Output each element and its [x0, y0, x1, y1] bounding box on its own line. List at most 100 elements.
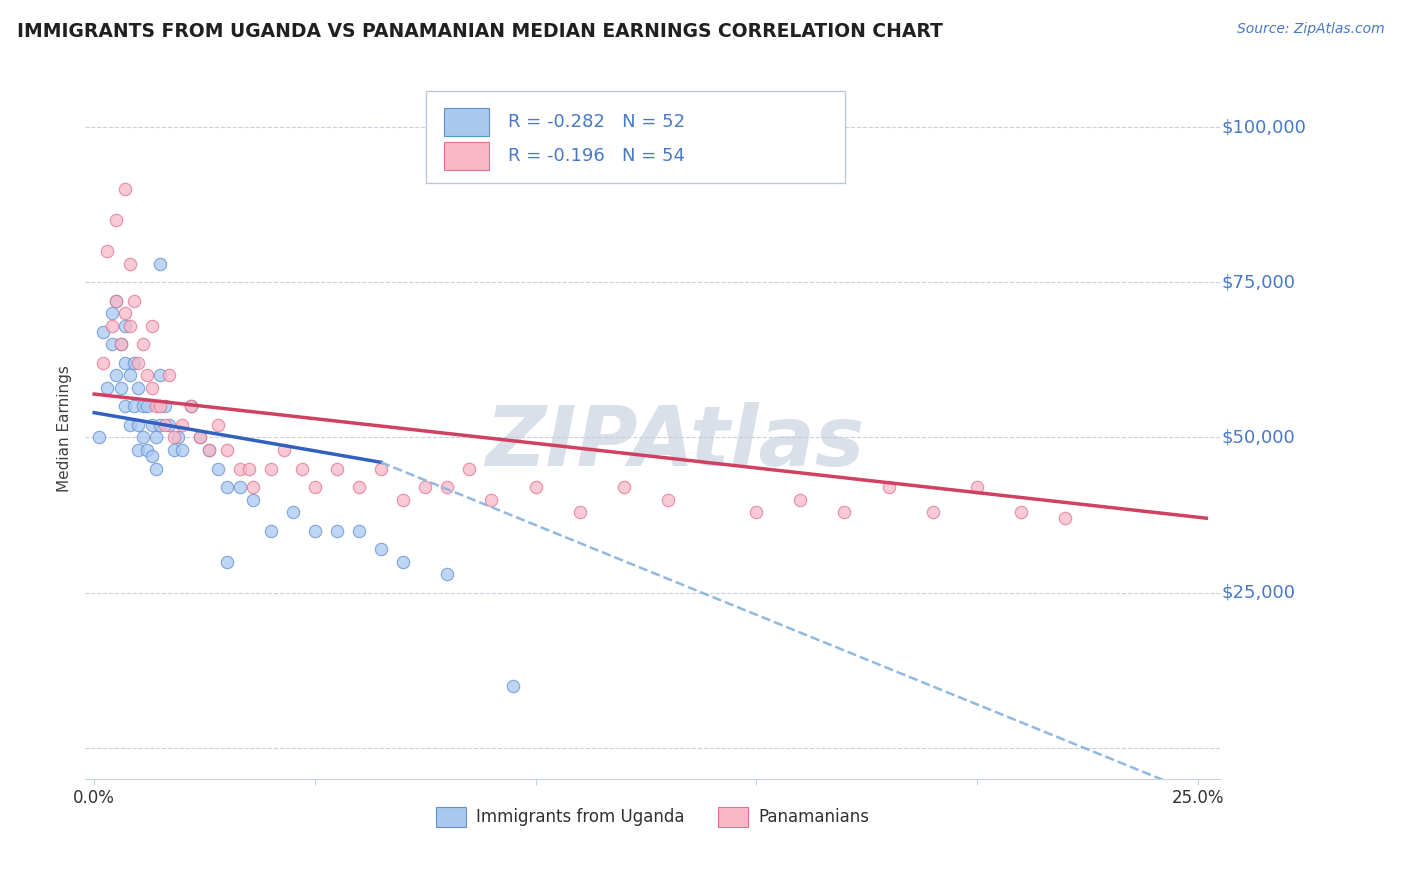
Point: [436, 567, 458, 582]
Point: [114, 182, 136, 196]
Point: [1054, 511, 1077, 525]
Point: [153, 400, 176, 414]
Point: [136, 400, 159, 414]
Point: [436, 480, 458, 494]
FancyBboxPatch shape: [426, 92, 845, 183]
Point: [114, 400, 136, 414]
Y-axis label: Median Earnings: Median Earnings: [58, 365, 72, 491]
Point: [238, 461, 260, 475]
Point: [87, 430, 110, 444]
Point: [613, 480, 636, 494]
Point: [91, 325, 114, 339]
Point: [114, 306, 136, 320]
Point: [149, 257, 172, 271]
Point: [215, 442, 238, 457]
Point: [149, 400, 172, 414]
Text: $25,000: $25,000: [1222, 583, 1296, 602]
Point: [127, 442, 149, 457]
Point: [162, 430, 184, 444]
Point: [347, 524, 370, 538]
Point: [370, 461, 392, 475]
Text: IMMIGRANTS FROM UGANDA VS PANAMANIAN MEDIAN EARNINGS CORRELATION CHART: IMMIGRANTS FROM UGANDA VS PANAMANIAN MED…: [17, 22, 943, 41]
Point: [136, 442, 159, 457]
Point: [479, 492, 502, 507]
Point: [110, 381, 132, 395]
Point: [242, 492, 264, 507]
Text: R = -0.282   N = 52: R = -0.282 N = 52: [509, 113, 686, 131]
Point: [413, 480, 436, 494]
Point: [132, 400, 155, 414]
Point: [145, 400, 167, 414]
Point: [101, 306, 124, 320]
Point: [188, 430, 211, 444]
Point: [127, 418, 149, 433]
Point: [162, 442, 184, 457]
Point: [524, 480, 547, 494]
Point: [136, 368, 159, 383]
Point: [96, 381, 118, 395]
Point: [145, 430, 167, 444]
Point: [657, 492, 679, 507]
Point: [326, 524, 349, 538]
FancyBboxPatch shape: [444, 108, 489, 136]
Point: [921, 505, 943, 519]
Point: [207, 418, 229, 433]
FancyBboxPatch shape: [444, 142, 489, 169]
Point: [392, 492, 415, 507]
Point: [291, 461, 314, 475]
Point: [141, 318, 163, 333]
Point: [789, 492, 811, 507]
Point: [105, 293, 128, 308]
Point: [180, 400, 202, 414]
Point: [172, 418, 194, 433]
Point: [242, 480, 264, 494]
Point: [304, 524, 326, 538]
Point: [149, 368, 172, 383]
Text: $75,000: $75,000: [1222, 273, 1296, 292]
Point: [141, 449, 163, 463]
Point: [215, 555, 238, 569]
Text: R = -0.196   N = 54: R = -0.196 N = 54: [509, 146, 686, 165]
Point: [96, 244, 118, 259]
Point: [127, 381, 149, 395]
Point: [91, 356, 114, 370]
Legend: Immigrants from Uganda, Panamanians: Immigrants from Uganda, Panamanians: [429, 800, 876, 834]
Point: [157, 368, 180, 383]
Text: $100,000: $100,000: [1222, 118, 1306, 136]
Point: [198, 442, 221, 457]
Point: [326, 461, 349, 475]
Point: [122, 400, 145, 414]
Point: [1010, 505, 1032, 519]
Point: [118, 318, 141, 333]
Point: [141, 418, 163, 433]
Point: [122, 356, 145, 370]
Point: [207, 461, 229, 475]
Point: [281, 505, 304, 519]
Point: [215, 480, 238, 494]
Point: [127, 356, 149, 370]
Point: [141, 381, 163, 395]
Point: [180, 400, 202, 414]
Point: [273, 442, 295, 457]
Point: [118, 418, 141, 433]
Point: [101, 337, 124, 351]
Point: [260, 461, 283, 475]
Point: [966, 480, 988, 494]
Point: [110, 337, 132, 351]
Point: [153, 418, 176, 433]
Point: [132, 337, 155, 351]
Point: [118, 368, 141, 383]
Point: [118, 257, 141, 271]
Point: [260, 524, 283, 538]
Point: [568, 505, 591, 519]
Point: [122, 293, 145, 308]
Point: [458, 461, 481, 475]
Point: [105, 293, 128, 308]
Point: [229, 480, 252, 494]
Text: ZIPAtlas: ZIPAtlas: [485, 401, 865, 483]
Point: [132, 430, 155, 444]
Point: [157, 418, 180, 433]
Point: [145, 461, 167, 475]
Point: [304, 480, 326, 494]
Point: [114, 356, 136, 370]
